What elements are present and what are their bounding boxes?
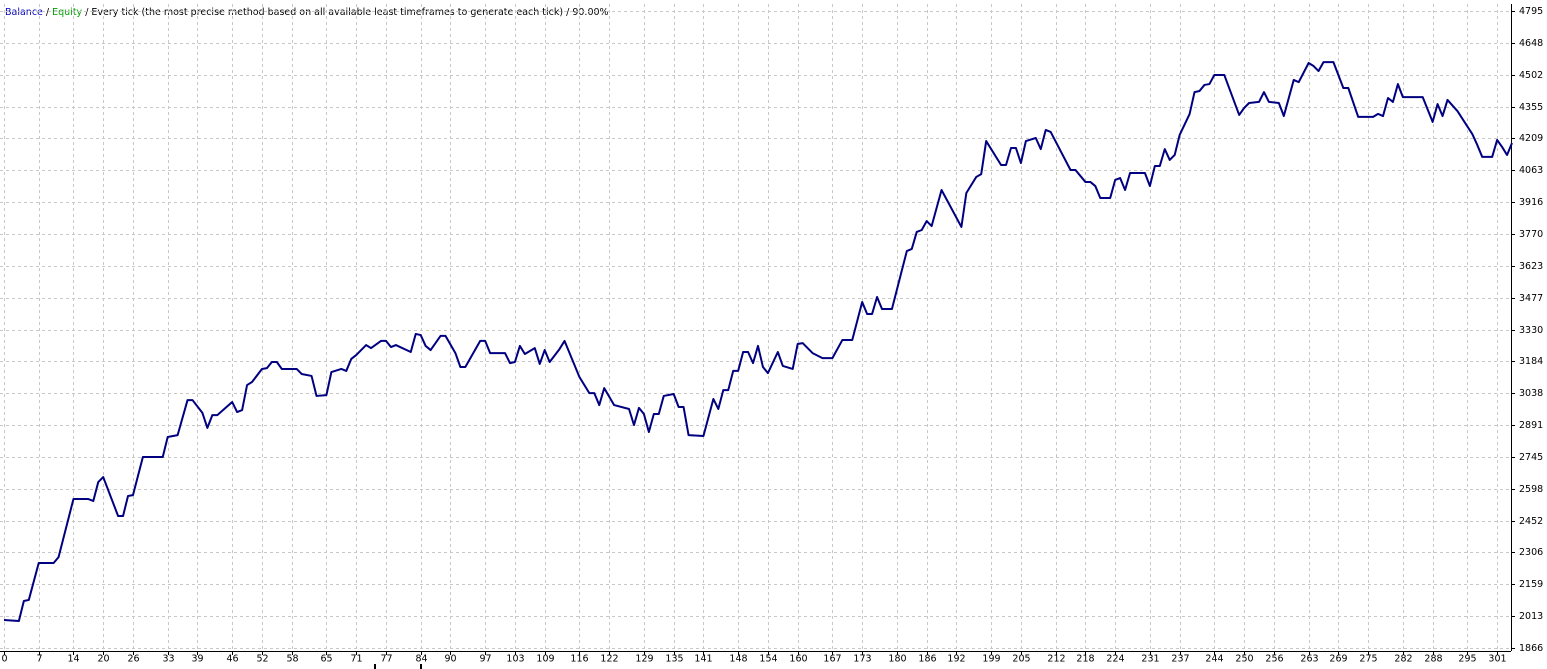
x-tick-label: 97 [479,654,491,665]
x-tick-label: 26 [127,654,139,665]
marker [420,664,422,669]
y-tick-label: 3038 [1519,388,1543,399]
x-tick-label: 180 [888,654,906,665]
x-tick-label: 250 [1235,654,1253,665]
y-tick-label: 3916 [1519,197,1543,208]
x-tick-label: 122 [600,654,618,665]
x-tick-label: 20 [97,654,109,665]
y-tick-label: 4795 [1519,6,1543,17]
x-tick-label: 212 [1047,654,1065,665]
y-tick-label: 4502 [1519,70,1543,81]
balance-line [3,61,1513,623]
y-tick-label: 2452 [1519,516,1543,527]
x-tick-label: 33 [162,654,174,665]
x-tick-label: 218 [1076,654,1094,665]
x-tick-label: 224 [1106,654,1124,665]
y-tick-label: 3184 [1519,356,1543,367]
x-tick-label: 167 [823,654,841,665]
x-tick-label: 0 [1,654,7,665]
x-tick-label: 109 [536,654,554,665]
y-tick-label: 4648 [1519,38,1543,49]
y-tick-label: 3477 [1519,293,1543,304]
x-tick-label: 237 [1171,654,1189,665]
x-tick-label: 186 [918,654,936,665]
x-tick-label: 275 [1359,654,1377,665]
x-tick-label: 52 [256,654,268,665]
title-part: / [43,7,52,18]
y-tick-label: 2598 [1519,484,1543,495]
y-tick-label: 2159 [1519,579,1543,590]
y-tick-label: 2745 [1519,452,1543,463]
y-tick-label: 4063 [1519,165,1543,176]
x-tick-label: 14 [67,654,79,665]
x-tick-label: 282 [1394,654,1412,665]
x-tick-label: 301 [1488,654,1506,665]
x-tick-label: 269 [1329,654,1347,665]
x-tick-label: 90 [444,654,456,665]
x-tick-label: 71 [350,654,362,665]
x-tick-label: 7 [36,654,42,665]
y-tick-label: 4355 [1519,102,1543,113]
x-tick-label: 244 [1205,654,1223,665]
x-tick-label: 173 [853,654,871,665]
x-tick-label: 46 [226,654,238,665]
marker [374,664,376,669]
x-tick-label: 154 [759,654,777,665]
x-tick-label: 103 [506,654,524,665]
x-tick-label: 84 [415,654,427,665]
y-tick-label: 4209 [1519,133,1543,144]
x-tick-label: 77 [380,654,392,665]
x-tick-label: 160 [789,654,807,665]
x-tick-label: 116 [570,654,588,665]
x-tick-label: 256 [1265,654,1283,665]
x-tick-label: 231 [1141,654,1159,665]
title-part: / Every tick (the most precise method ba… [82,7,608,18]
x-tick-label: 129 [635,654,653,665]
x-tick-label: 288 [1424,654,1442,665]
y-tick-label: 1866 [1519,643,1543,654]
x-tick-label: 39 [191,654,203,665]
x-tick-label: 141 [694,654,712,665]
x-tick-label: 205 [1012,654,1030,665]
x-tick-label: 295 [1458,654,1476,665]
y-tick-label: 3623 [1519,261,1543,272]
x-tick-label: 135 [665,654,683,665]
y-tick-label: 3770 [1519,229,1543,240]
y-tick-label: 2891 [1519,420,1543,431]
x-tick-label: 192 [947,654,965,665]
x-tick-label: 58 [286,654,298,665]
y-tick-label: 2013 [1519,611,1543,622]
x-tick-label: 148 [729,654,747,665]
x-tick-label: 65 [320,654,332,665]
x-tick-label: 263 [1300,654,1318,665]
y-tick-label: 3330 [1519,325,1543,336]
y-tick-label: 2306 [1519,547,1543,558]
x-tick-label: 199 [982,654,1000,665]
